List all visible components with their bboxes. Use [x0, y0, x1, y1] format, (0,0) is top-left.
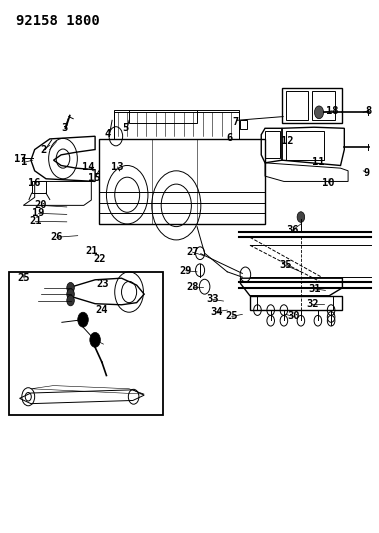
- Text: 29: 29: [180, 266, 192, 276]
- Text: 24: 24: [96, 305, 108, 315]
- Bar: [312, 91, 335, 120]
- Text: 4: 4: [105, 128, 111, 139]
- Text: 25: 25: [18, 273, 30, 283]
- Text: 31: 31: [309, 284, 321, 294]
- Text: 23: 23: [96, 279, 109, 288]
- Text: 12: 12: [281, 135, 293, 146]
- Text: 17: 17: [14, 154, 27, 164]
- Bar: [9, 272, 163, 415]
- Circle shape: [315, 106, 324, 119]
- Text: 16: 16: [28, 178, 40, 188]
- Circle shape: [67, 289, 74, 300]
- Bar: [129, 110, 197, 123]
- Text: 6: 6: [226, 133, 232, 143]
- Text: 35: 35: [280, 261, 292, 270]
- Text: 3: 3: [62, 123, 68, 133]
- Bar: [114, 112, 239, 139]
- Circle shape: [297, 212, 305, 222]
- Bar: [286, 91, 309, 120]
- Text: 34: 34: [210, 306, 223, 317]
- Text: 22: 22: [93, 254, 106, 263]
- Bar: [286, 131, 324, 160]
- Text: 33: 33: [207, 294, 219, 304]
- Text: 21: 21: [85, 246, 97, 255]
- Text: 19: 19: [32, 208, 45, 219]
- Bar: [257, 296, 333, 310]
- Text: 27: 27: [186, 247, 199, 257]
- Text: 30: 30: [287, 311, 299, 321]
- Text: 5: 5: [122, 123, 128, 133]
- Text: 26: 26: [50, 232, 63, 243]
- Text: 20: 20: [34, 200, 47, 211]
- Circle shape: [67, 282, 74, 293]
- Text: 8: 8: [365, 106, 371, 116]
- Bar: [282, 88, 343, 123]
- Bar: [241, 120, 247, 130]
- Text: 28: 28: [186, 282, 199, 292]
- Circle shape: [67, 295, 74, 306]
- Text: 18: 18: [326, 106, 338, 116]
- Text: 14: 14: [82, 162, 94, 172]
- Text: 13: 13: [111, 162, 123, 172]
- Text: 92158 1800: 92158 1800: [16, 14, 100, 28]
- Text: 1: 1: [21, 157, 27, 167]
- Text: 10: 10: [322, 178, 335, 188]
- Text: 9: 9: [364, 168, 370, 178]
- Bar: [32, 181, 46, 193]
- Text: 36: 36: [286, 225, 298, 236]
- Text: 25: 25: [226, 311, 238, 321]
- Circle shape: [78, 312, 88, 327]
- Bar: [265, 131, 280, 158]
- Text: 32: 32: [306, 298, 318, 309]
- Text: 11: 11: [312, 157, 325, 167]
- Text: 2: 2: [41, 144, 47, 155]
- Bar: [114, 110, 239, 139]
- Circle shape: [90, 333, 100, 348]
- Text: 15: 15: [88, 173, 100, 183]
- Text: 7: 7: [232, 117, 239, 127]
- Text: 21: 21: [29, 216, 42, 227]
